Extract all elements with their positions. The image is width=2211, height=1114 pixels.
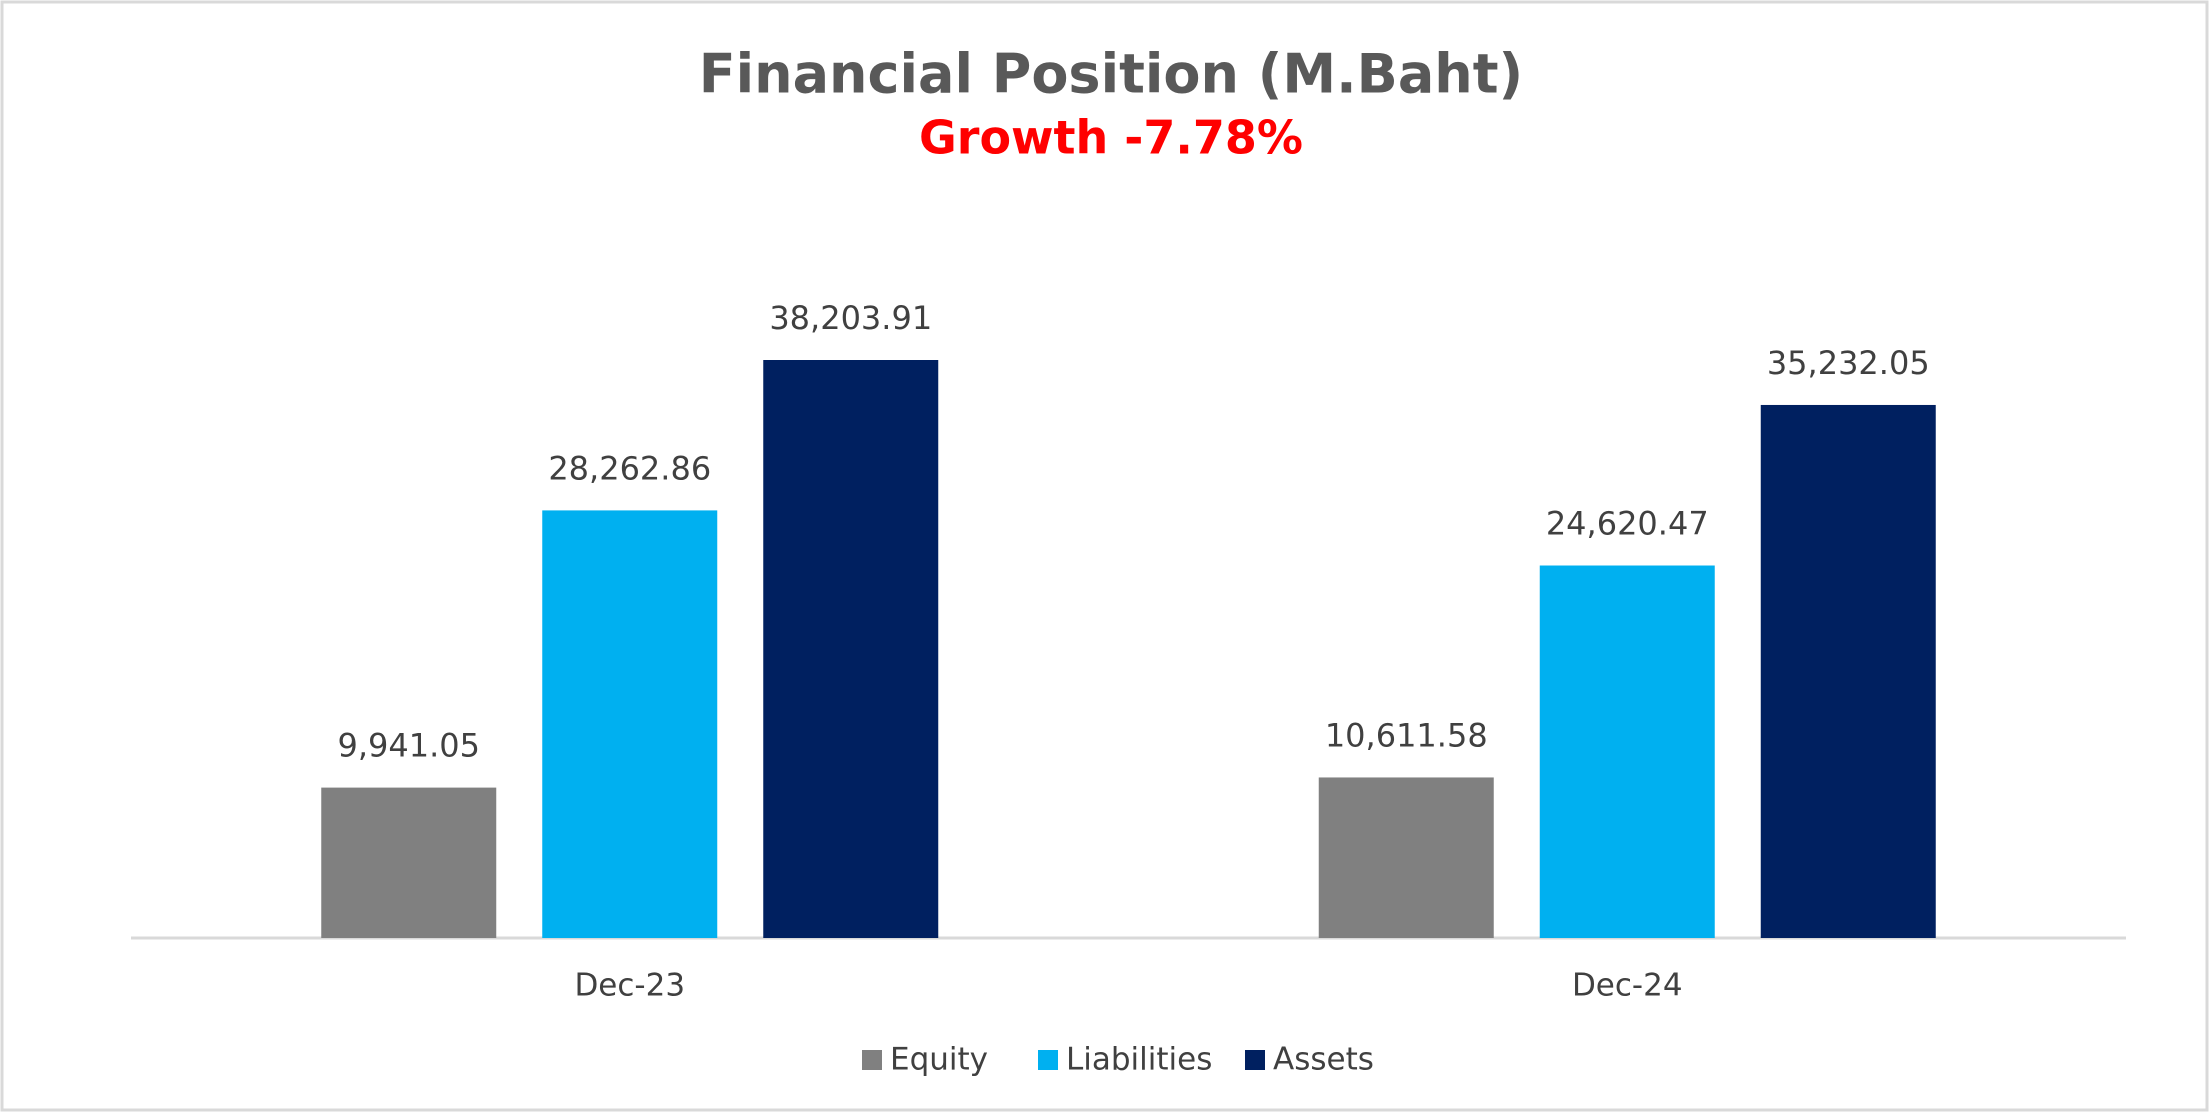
bar bbox=[1539, 565, 1715, 938]
bar bbox=[542, 510, 718, 938]
chart-subtitle: Growth -7.78% bbox=[919, 111, 1303, 165]
data-label: 9,941.05 bbox=[338, 727, 481, 765]
legend-label: Equity bbox=[890, 1042, 988, 1078]
x-tick-label: Dec-24 bbox=[1572, 968, 1683, 1004]
x-tick-label: Dec-23 bbox=[574, 968, 685, 1004]
legend-swatch bbox=[862, 1050, 882, 1070]
bar bbox=[763, 360, 939, 938]
legend-label: Assets bbox=[1273, 1042, 1374, 1078]
bar bbox=[1318, 777, 1494, 938]
bar bbox=[321, 787, 497, 938]
legend-label: Liabilities bbox=[1066, 1042, 1212, 1078]
chart-title: Financial Position (M.Baht) bbox=[699, 43, 1523, 106]
data-label: 10,611.58 bbox=[1325, 716, 1488, 754]
data-label: 28,262.86 bbox=[548, 449, 711, 487]
data-label: 24,620.47 bbox=[1546, 505, 1709, 543]
legend-swatch bbox=[1245, 1050, 1265, 1070]
data-label: 35,232.05 bbox=[1767, 344, 1930, 382]
data-label: 38,203.91 bbox=[769, 299, 932, 337]
legend-swatch bbox=[1038, 1050, 1058, 1070]
bar bbox=[1760, 404, 1936, 938]
